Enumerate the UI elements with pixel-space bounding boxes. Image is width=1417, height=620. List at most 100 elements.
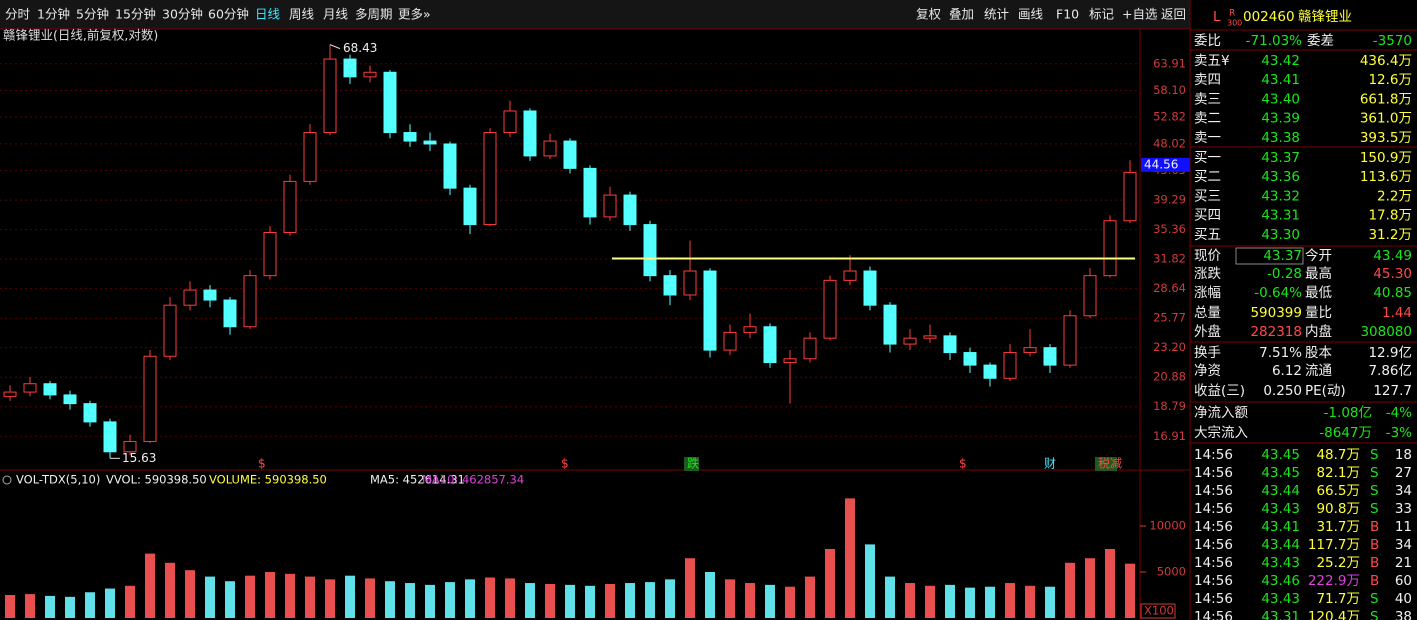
volume-bar <box>105 588 115 618</box>
volume-bar <box>865 544 875 618</box>
candle-body <box>343 58 357 78</box>
candle-body <box>1063 315 1077 366</box>
trade-price: 43.44 <box>1261 537 1300 553</box>
volume-unit: X100 <box>1144 604 1174 618</box>
book-volume: 361.0万 <box>1360 111 1412 127</box>
stat-value: -0.64% <box>1254 285 1302 301</box>
trade-volume: 25.2万 <box>1316 555 1360 571</box>
trade-time: 14:56 <box>1194 447 1233 463</box>
stat-label: 净资 <box>1194 363 1221 379</box>
candle-body <box>863 270 877 306</box>
toolbar-button[interactable]: 月线 <box>323 7 349 22</box>
candle-body <box>643 224 657 277</box>
candle-body <box>1023 347 1037 354</box>
toolbar-button[interactable]: +自选 <box>1122 7 1158 22</box>
volume-header: VOLUME: 590398.50 <box>209 473 327 487</box>
volume-bar <box>1025 585 1035 618</box>
trade-price: 43.46 <box>1261 573 1300 589</box>
y-tick-label: 52.82 <box>1153 110 1186 124</box>
event-marker[interactable]: 财 <box>1044 457 1056 471</box>
toolbar-button[interactable]: 多周期 <box>355 7 393 22</box>
book-label: 卖一 <box>1194 130 1221 146</box>
candle-body <box>43 383 57 396</box>
stat-value: 0.250 <box>1263 383 1302 399</box>
annotation-arrow <box>329 44 341 50</box>
trade-count: 33 <box>1395 501 1412 517</box>
trade-time: 14:56 <box>1194 501 1233 517</box>
event-marker[interactable]: $ <box>258 457 266 471</box>
stat-label: 最高 <box>1305 265 1332 282</box>
volume-bar <box>985 586 995 618</box>
volume-bar <box>225 581 235 618</box>
book-volume: 661.8万 <box>1360 91 1412 107</box>
toolbar-button[interactable]: 30分钟 <box>162 7 203 22</box>
flow-pct: -4% <box>1386 405 1412 421</box>
y-tick-label: 23.20 <box>1153 340 1186 354</box>
trade-time: 14:56 <box>1194 555 1233 571</box>
trade-price: 43.43 <box>1261 501 1300 517</box>
marker-bg <box>684 457 699 471</box>
book-label: 买五 <box>1194 227 1221 243</box>
flow-value: -1.08亿 <box>1324 405 1372 421</box>
candle-body <box>583 167 597 218</box>
volume-bar <box>65 596 75 618</box>
trade-price: 43.45 <box>1261 447 1300 463</box>
volume-bar <box>85 592 95 618</box>
flow-value: -8647万 <box>1319 425 1372 441</box>
volume-bar <box>25 594 35 618</box>
volume-bar <box>365 578 375 618</box>
candle-body <box>163 304 177 357</box>
y-tick-label: 10000 <box>1149 519 1186 533</box>
volume-bar <box>885 576 895 618</box>
candle-body <box>963 352 977 366</box>
volume-bar <box>565 584 575 618</box>
toolbar-button[interactable]: 15分钟 <box>115 7 156 22</box>
candle-body <box>223 299 237 328</box>
toolbar-button[interactable]: 返回 <box>1161 7 1186 22</box>
trade-side: S <box>1370 465 1379 481</box>
trade-time: 14:56 <box>1194 573 1233 589</box>
toolbar-button[interactable]: 叠加 <box>949 7 974 22</box>
book-volume: 12.6万 <box>1368 72 1412 88</box>
toolbar-button[interactable]: 周线 <box>289 7 315 22</box>
book-label: 卖三 <box>1194 91 1221 107</box>
volume-bar <box>165 562 175 618</box>
candle-body <box>763 326 777 364</box>
toolbar-button[interactable]: 更多» <box>398 7 431 22</box>
stat-value: 43.49 <box>1373 248 1412 264</box>
book-price: 43.31 <box>1261 208 1300 224</box>
toolbar-button[interactable]: 1分钟 <box>37 7 70 22</box>
toolbar-button[interactable]: 统计 <box>984 7 1009 22</box>
candle-body <box>423 140 437 145</box>
trade-price: 43.41 <box>1261 519 1300 535</box>
toolbar-button[interactable]: 复权 <box>916 7 942 22</box>
event-marker[interactable]: $ <box>959 457 967 471</box>
toolbar-button[interactable]: 分时 <box>5 7 31 22</box>
toolbar-button[interactable]: 日线 <box>255 7 281 22</box>
candle-body <box>143 355 157 442</box>
stat-value: 1.44 <box>1382 305 1412 321</box>
trade-time: 14:56 <box>1194 537 1233 553</box>
toolbar-button[interactable]: 60分钟 <box>208 7 249 22</box>
candle-body <box>243 275 257 328</box>
book-price: 43.39 <box>1261 111 1300 127</box>
badge: 300 <box>1227 19 1242 28</box>
y-tick-label: 16.91 <box>1153 429 1186 443</box>
y-tick-label: 39.29 <box>1153 193 1186 207</box>
toolbar-button[interactable]: 画线 <box>1018 7 1044 22</box>
pane-menu-icon[interactable] <box>2 475 12 485</box>
toolbar-button[interactable]: 5分钟 <box>76 7 109 22</box>
event-marker[interactable]: 税减 <box>1098 457 1122 471</box>
toolbar-button[interactable]: 标记 <box>1089 7 1115 22</box>
toolbar-button[interactable]: F10 <box>1056 7 1079 22</box>
candle-body <box>843 270 857 281</box>
candle-body <box>363 71 377 78</box>
candle-body <box>263 231 277 277</box>
y-tick-label: 18.79 <box>1153 399 1186 413</box>
trade-count: 27 <box>1395 465 1412 481</box>
book-price: 43.40 <box>1261 91 1300 107</box>
volume-bar <box>665 579 675 618</box>
volume-bar <box>685 558 695 618</box>
event-marker[interactable]: $ <box>561 457 569 471</box>
event-marker[interactable]: 跌 <box>687 456 699 471</box>
